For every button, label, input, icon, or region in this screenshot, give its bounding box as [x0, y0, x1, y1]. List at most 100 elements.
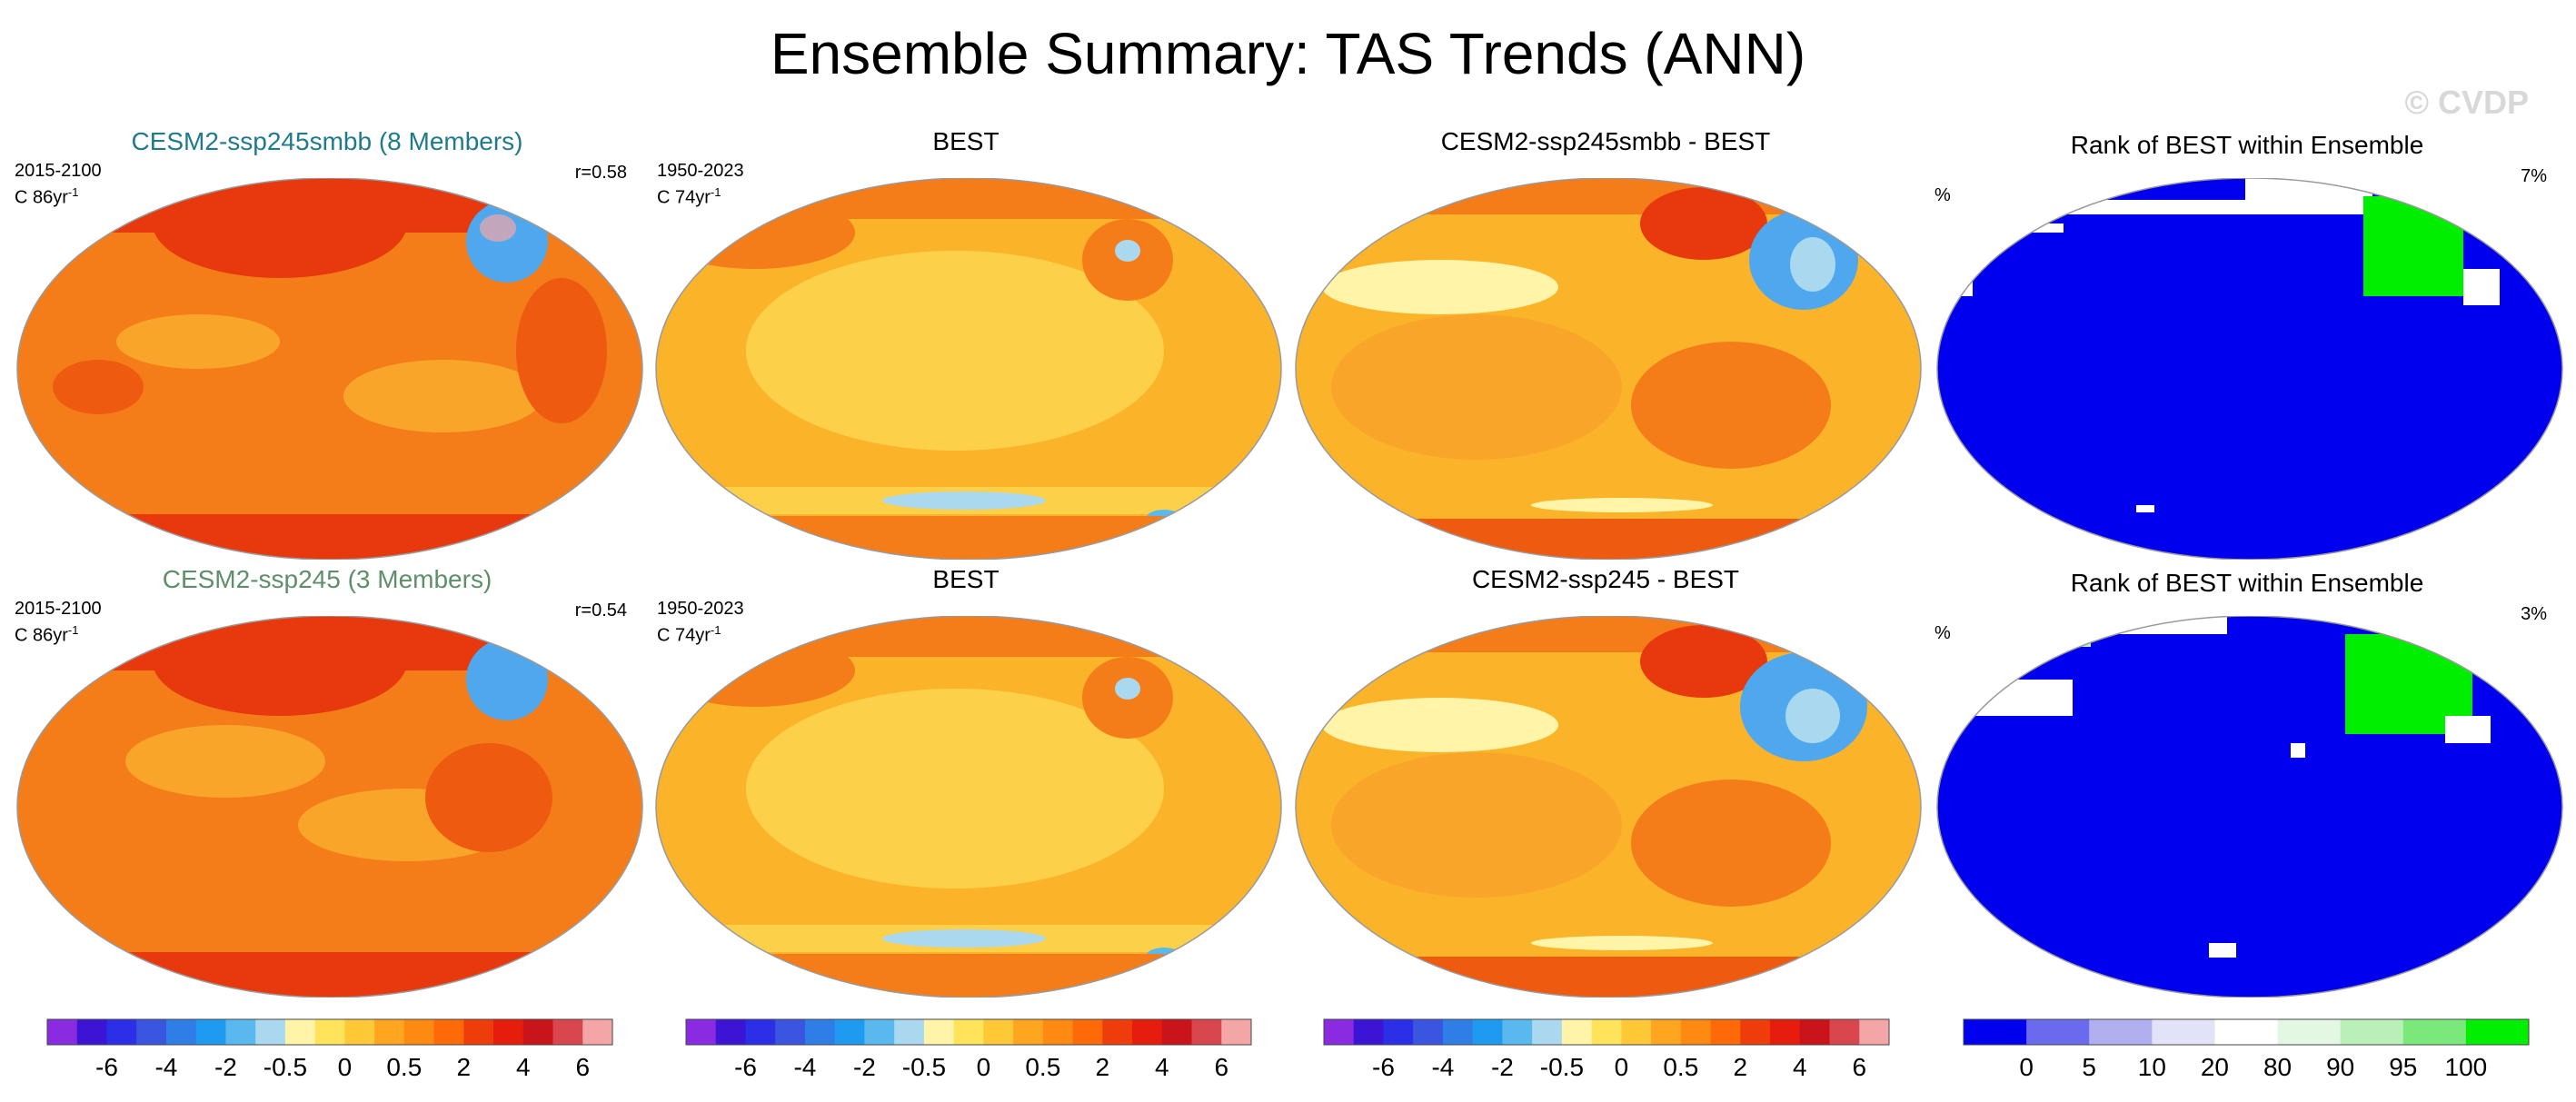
colorbar-tick-label: -0.5 [1540, 1053, 1584, 1081]
colorbar-swatch [1102, 1019, 1133, 1045]
colorbar-tick-label: 4 [1793, 1053, 1807, 1081]
colorbar-tick-label: -6 [1372, 1053, 1395, 1081]
colorbar-tick-label: 6 [1214, 1053, 1228, 1081]
colorbar-swatch [686, 1019, 717, 1045]
panel-title: CESM2-ssp245smbb - BEST [1440, 127, 1771, 155]
colorbar-swatch [1680, 1019, 1712, 1045]
colorbar-diff: -6 -4 -2 -0.5 0 0.5 2 4 6 [1323, 1018, 1890, 1092]
panel-ensemble-row2: CESM2-ssp245 (3 Members) 2015-2100 C 86y… [9, 563, 645, 999]
colorbar-tick-label: 6 [1852, 1053, 1866, 1081]
colorbar-swatch [1442, 1019, 1474, 1045]
units-label: C 74yr-1 [657, 623, 721, 646]
period-units: 1950-2023 C 74yr-1 [657, 598, 744, 647]
colorbar-tick-label: 95 [2389, 1053, 2417, 1081]
panel-obs-row2: BEST 1950-2023 C 74yr-1 [648, 563, 1284, 999]
colorbar-swatch [1740, 1019, 1771, 1045]
page-title: Ensemble Summary: TAS Trends (ANN) [770, 21, 1806, 86]
panel-title: CESM2-ssp245 (3 Members) [162, 565, 492, 593]
colorbar-swatch [433, 1019, 464, 1045]
colorbar-tick-label: 0 [1615, 1053, 1629, 1081]
colorbar-tick-label: 2 [1734, 1053, 1748, 1081]
map-rank [1936, 178, 2563, 560]
colorbar-swatch [1561, 1019, 1593, 1045]
colorbar-frame [46, 1018, 613, 1046]
map-diff [1295, 616, 1922, 998]
colorbar-tick-label: 20 [2201, 1053, 2229, 1081]
colorbar-swatch [195, 1019, 226, 1045]
map-rank [1936, 616, 2563, 998]
colorbar-swatch [106, 1019, 137, 1045]
colorbar-tick-label: 4 [1155, 1053, 1169, 1081]
colorbar-swatch [552, 1019, 583, 1045]
watermark: © CVDP [2404, 84, 2529, 121]
colorbar-swatch [2340, 1019, 2404, 1045]
colorbar-swatch [1072, 1019, 1103, 1045]
panel-title: CESM2-ssp245smbb (8 Members) [131, 127, 523, 155]
unit-label: % [1934, 185, 1951, 205]
map-ensemble [16, 178, 643, 560]
colorbar-swatch [255, 1019, 286, 1045]
panel-rank-row2: Rank of BEST within Ensemble % 3% [1929, 563, 2565, 999]
panel-diff-row1: CESM2-ssp245smbb - BEST [1288, 125, 1924, 561]
colorbar-tick-label: -2 [853, 1053, 876, 1081]
colorbar-swatch [374, 1019, 405, 1045]
colorbar-swatch [314, 1019, 345, 1045]
colorbar-tick-label: 0 [2019, 1053, 2034, 1081]
colorbar-tick-label: 80 [2263, 1053, 2292, 1081]
period-label: 2015-2100 [15, 161, 102, 181]
units-label: C 86yr-1 [15, 185, 79, 208]
colorbar-tick-label: 0.5 [1663, 1053, 1698, 1081]
units-label: C 74yr-1 [657, 185, 721, 208]
colorbar-swatch [804, 1019, 836, 1045]
period-units: 2015-2100 C 86yr-1 [15, 598, 102, 647]
colorbar-swatch [894, 1019, 925, 1045]
colorbar-swatch [47, 1019, 78, 1045]
colorbar-swatch [1799, 1019, 1831, 1045]
period-units: 2015-2100 C 86yr-1 [15, 160, 102, 209]
colorbar-tick-label: -4 [1431, 1053, 1454, 1081]
colorbar-tick-label: 6 [575, 1053, 590, 1081]
colorbar-swatch [1621, 1019, 1652, 1045]
colorbar-tick-label: 90 [2326, 1053, 2354, 1081]
colorbar-tick-label: -2 [1491, 1053, 1514, 1081]
period-label: 1950-2023 [657, 161, 744, 181]
colorbar-swatch [2402, 1019, 2467, 1045]
colorbar-swatch [983, 1019, 1014, 1045]
colorbar-swatch [1413, 1019, 1444, 1045]
colorbar-swatch [1964, 1019, 2027, 1045]
colorbar-swatch [2152, 1019, 2215, 1045]
colorbar-swatch [1591, 1019, 1622, 1045]
colorbar-tick-label: 0 [338, 1053, 353, 1081]
map-obs [655, 178, 1282, 560]
colorbar-swatch [923, 1019, 955, 1045]
colorbar-tick-label: 100 [2445, 1053, 2488, 1081]
colorbar-swatch [403, 1019, 435, 1045]
colorbar-frame [1323, 1018, 1890, 1046]
panel-rank-row1: Rank of BEST within Ensemble % 7% [1929, 125, 2565, 561]
colorbar-swatch [2089, 1019, 2153, 1045]
panel-ensemble-row1: CESM2-ssp245smbb (8 Members) 2015-2100 C… [9, 125, 645, 561]
colorbar-tick-label: -6 [734, 1053, 757, 1081]
colorbar-swatch [1013, 1019, 1044, 1045]
colorbar-tick-label: 0.5 [1025, 1053, 1060, 1081]
colorbar-swatch [344, 1019, 375, 1045]
correlation-label: r=0.58 [574, 163, 627, 183]
colorbar-swatch [745, 1019, 776, 1045]
colorbar-tick-label: 2 [457, 1053, 472, 1081]
colorbar-swatch [2465, 1019, 2530, 1045]
colorbar-tick-label: -4 [154, 1053, 177, 1081]
colorbar-swatch [165, 1019, 197, 1045]
map-diff [1295, 178, 1922, 560]
colorbar-tick-label: 0.5 [386, 1053, 422, 1081]
colorbar-swatch [953, 1019, 984, 1045]
colorbar-ensemble: -6 -4 -2 -0.5 0 0.5 2 4 6 [46, 1018, 613, 1092]
colorbar-swatch [284, 1019, 316, 1045]
panel-title: Rank of BEST within Ensemble [2070, 131, 2424, 159]
colorbar-frame [1963, 1018, 2530, 1046]
colorbar-swatch [1042, 1019, 1074, 1045]
colorbar-frame [685, 1018, 1252, 1046]
rank-summary: 7% [2521, 166, 2547, 186]
colorbar-tick-label: 10 [2138, 1053, 2166, 1081]
colorbar-swatch [1132, 1019, 1163, 1045]
map-ensemble [16, 616, 643, 998]
